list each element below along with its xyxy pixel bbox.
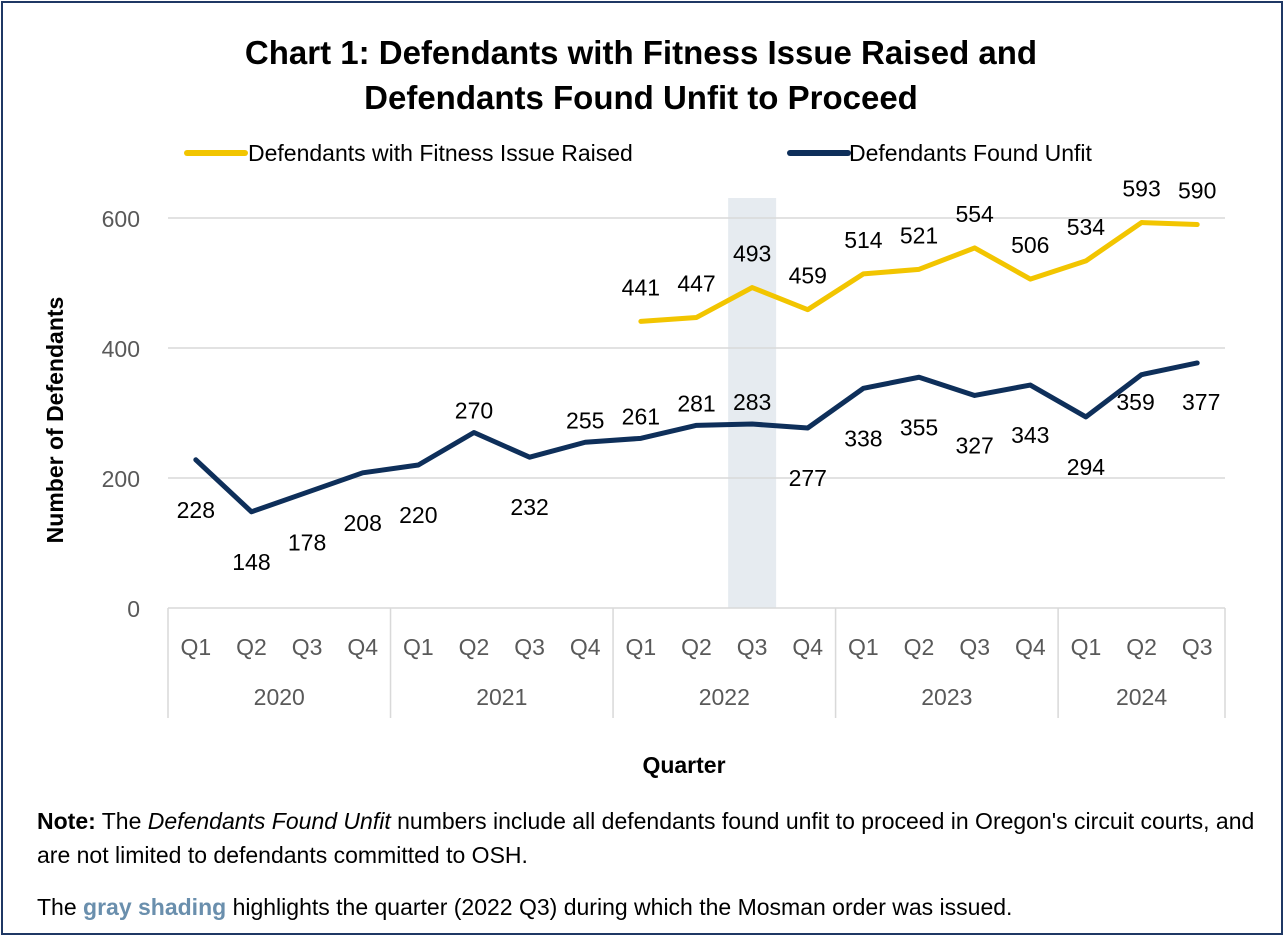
x-tick-label: Q2	[236, 634, 267, 660]
data-label-fitness-raised: 534	[1067, 214, 1106, 240]
x-tick-label: Q3	[514, 634, 545, 660]
x-tick-label: Q2	[681, 634, 712, 660]
data-label-found-unfit: 220	[399, 502, 437, 528]
x-tick-label: Q3	[1182, 634, 1213, 660]
data-label-found-unfit: 261	[622, 403, 660, 429]
data-label-found-unfit: 294	[1067, 454, 1106, 480]
data-label-fitness-raised: 493	[733, 241, 771, 267]
y-tick-label: 400	[102, 336, 140, 362]
data-label-fitness-raised: 506	[1011, 232, 1049, 258]
x-tick-label: Q4	[792, 634, 823, 660]
year-label: 2021	[476, 684, 527, 710]
x-tick-label: Q1	[848, 634, 879, 660]
data-label-found-unfit: 343	[1011, 422, 1049, 448]
x-tick-label: Q2	[1126, 634, 1157, 660]
y-axis-title: Number of Defendants	[42, 297, 68, 544]
data-label-found-unfit: 355	[900, 414, 938, 440]
x-tick-label: Q1	[403, 634, 434, 660]
data-label-found-unfit: 338	[844, 425, 882, 451]
data-label-found-unfit: 228	[177, 497, 215, 523]
data-label-fitness-raised: 459	[789, 263, 827, 289]
note-paragraph: Note: The Defendants Found Unfit numbers…	[37, 804, 1257, 872]
data-label-fitness-raised: 447	[677, 270, 715, 296]
x-tick-label: Q3	[737, 634, 768, 660]
note-italic-term: Defendants Found Unfit	[147, 808, 391, 834]
year-label: 2020	[254, 684, 305, 710]
x-tick-label: Q4	[1015, 634, 1046, 660]
note-text-pre: The	[95, 808, 148, 834]
shading-note: The gray shading highlights the quarter …	[37, 890, 1277, 924]
data-label-fitness-raised: 441	[622, 274, 660, 300]
note-text-post: numbers include all defendants found unf…	[37, 808, 1255, 868]
data-label-found-unfit: 178	[288, 529, 326, 555]
data-label-fitness-raised: 554	[955, 201, 994, 227]
shading-note-post: highlights the quarter (2022 Q3) during …	[226, 894, 1013, 920]
note-label: Note:	[37, 808, 96, 834]
data-label-found-unfit: 208	[344, 510, 382, 536]
x-tick-label: Q2	[904, 634, 935, 660]
data-label-fitness-raised: 521	[900, 222, 938, 248]
data-label-found-unfit: 270	[455, 398, 493, 424]
series-line-found-unfit	[193, 360, 1200, 515]
x-tick-label: Q4	[347, 634, 378, 660]
shading-note-pre: The	[37, 894, 84, 920]
chart-title-line-1: Chart 1: Defendants with Fitness Issue R…	[244, 34, 1038, 71]
data-label-found-unfit: 283	[733, 389, 771, 415]
data-label-found-unfit: 277	[789, 465, 827, 491]
x-tick-label: Q3	[292, 634, 323, 660]
shading-note-highlight: gray shading	[83, 894, 227, 920]
x-tick-label: Q3	[959, 634, 990, 660]
year-label: 2024	[1116, 684, 1167, 710]
data-label-found-unfit: 327	[955, 432, 993, 458]
year-label: 2022	[699, 684, 750, 710]
data-label-found-unfit: 281	[677, 390, 715, 416]
data-label-fitness-raised: 514	[844, 227, 883, 253]
y-tick-label: 0	[127, 596, 140, 622]
data-label-fitness-raised: 590	[1178, 178, 1216, 204]
series-line-fitness-raised	[638, 220, 1200, 324]
data-label-found-unfit: 359	[1116, 389, 1154, 415]
data-label-fitness-raised: 593	[1122, 176, 1160, 202]
y-tick-label: 600	[102, 206, 140, 232]
data-label-found-unfit: 377	[1182, 389, 1220, 415]
x-tick-label: Q1	[180, 634, 211, 660]
x-tick-label: Q1	[626, 634, 657, 660]
highlight-band	[728, 198, 777, 608]
x-tick-label: Q1	[1071, 634, 1102, 660]
y-tick-label: 200	[102, 466, 140, 492]
x-axis-title: Quarter	[642, 752, 725, 778]
year-label: 2023	[921, 684, 972, 710]
data-label-found-unfit: 255	[566, 407, 604, 433]
legend-label: Defendants with Fitness Issue Raised	[248, 140, 633, 166]
data-label-found-unfit: 148	[232, 549, 270, 575]
x-tick-label: Q4	[570, 634, 601, 660]
line-chart: 0 200 400 600 Q1 Q2 Q3 Q4 Q1 Q2 Q3 Q4 Q1 Q2 Q3 Q4 Q1 Q2 Q3…	[42, 140, 1226, 778]
legend-label: Defendants Found Unfit	[849, 140, 1093, 166]
data-label-found-unfit: 232	[510, 494, 548, 520]
x-tick-label: Q2	[459, 634, 490, 660]
chart-title-line-2: Defendants Found Unfit to Proceed	[364, 79, 918, 116]
